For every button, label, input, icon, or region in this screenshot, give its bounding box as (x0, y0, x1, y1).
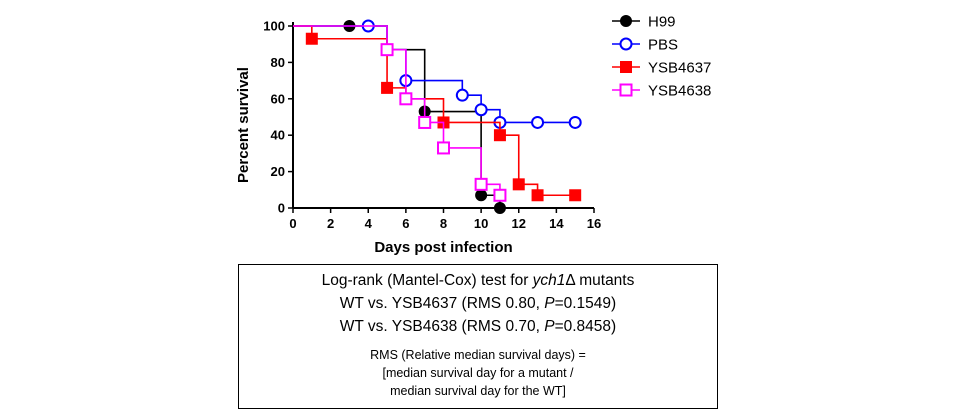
note-line: median survival day for the WT] (390, 384, 566, 398)
survival-chart: 0 2 4 6 8 10 12 14 16 0 20 40 60 80 100 H99 PBS YSB4637 Y… (235, 14, 711, 257)
y-tick-label: 100 (263, 19, 285, 34)
y-tick-label: 40 (271, 128, 285, 143)
data-point (568, 115, 582, 129)
p-value: =0.8458) (554, 318, 617, 335)
data-point (380, 43, 394, 57)
comparison-prefix: WT vs. YSB4638 (RMS 0.70, (339, 318, 545, 335)
data-point (512, 178, 525, 191)
x-axis-title: Days post infection (374, 239, 512, 256)
x-tick-label: 14 (549, 216, 564, 231)
test-title-suffix: Δ mutants (565, 272, 635, 289)
data-point (493, 129, 506, 142)
y-tick-label: 20 (271, 164, 285, 179)
data-point (381, 81, 394, 94)
data-point (569, 189, 582, 202)
x-tick-label: 6 (402, 216, 409, 231)
series-ysb4638 (293, 25, 507, 202)
legend-item: YSB4637 (612, 60, 711, 77)
x-tick-label: 8 (440, 216, 447, 231)
data-point (493, 188, 507, 202)
legend-marker (620, 61, 632, 73)
legend-label: PBS (648, 37, 678, 54)
x-tick-label: 2 (327, 216, 334, 231)
chart-series (293, 19, 582, 214)
chart-axes: 0 2 4 6 8 10 12 14 16 0 20 40 60 80 100 (263, 19, 601, 232)
x-tick-label: 0 (289, 216, 296, 231)
series-line (293, 25, 576, 197)
note-line: RMS (Relative median survival days) = (370, 348, 586, 362)
legend-item: H99 (612, 14, 676, 31)
test-title: Log-rank (Mantel-Cox) test for ych1Δ mut… (239, 269, 717, 292)
data-point (305, 32, 318, 45)
x-tick-label: 10 (474, 216, 488, 231)
x-tick-label: 4 (365, 216, 373, 231)
data-point (474, 177, 488, 191)
x-tick-label: 16 (587, 216, 601, 231)
y-tick-label: 60 (271, 91, 285, 106)
data-point (399, 92, 413, 106)
data-point (474, 103, 488, 117)
data-point (493, 202, 506, 214)
legend-label: H99 (648, 14, 676, 31)
legend-label: YSB4638 (648, 83, 711, 100)
test-title-prefix: Log-rank (Mantel-Cox) test for (321, 272, 533, 289)
chart-legend: H99 PBS YSB4637 YSB4638 (612, 14, 711, 100)
data-point (475, 189, 488, 202)
series-ysb4637 (293, 25, 582, 202)
p-label: P (544, 318, 555, 335)
gene-name: ych1 (532, 272, 566, 289)
p-label: P (544, 295, 555, 312)
legend-item: PBS (612, 37, 678, 54)
series-line (293, 25, 501, 196)
comparison-line: WT vs. YSB4637 (RMS 0.80, P=0.1549) (239, 292, 717, 315)
legend-marker (619, 83, 633, 97)
y-tick-label: 0 (278, 201, 285, 216)
legend-marker (620, 15, 632, 27)
rms-note: RMS (Relative median survival days) = [m… (239, 346, 717, 400)
x-tick-label: 12 (512, 216, 526, 231)
data-point (455, 88, 469, 102)
y-tick-label: 80 (271, 55, 285, 70)
data-point (531, 189, 544, 202)
legend-item: YSB4638 (612, 83, 711, 100)
p-value: =0.1549) (554, 295, 617, 312)
comparison-line: WT vs. YSB4638 (RMS 0.70, P=0.8458) (239, 315, 717, 338)
data-point (531, 115, 545, 129)
statistics-box: Log-rank (Mantel-Cox) test for ych1Δ mut… (238, 264, 718, 409)
comparison-prefix: WT vs. YSB4637 (RMS 0.80, (339, 295, 545, 312)
data-point (418, 115, 432, 129)
legend-label: YSB4637 (648, 60, 711, 77)
y-axis-title: Percent survival (235, 67, 252, 183)
data-point (437, 141, 450, 155)
series-line (293, 25, 576, 124)
note-line: [median survival day for a mutant / (382, 366, 574, 380)
legend-marker (619, 37, 633, 51)
series-line (293, 25, 501, 208)
